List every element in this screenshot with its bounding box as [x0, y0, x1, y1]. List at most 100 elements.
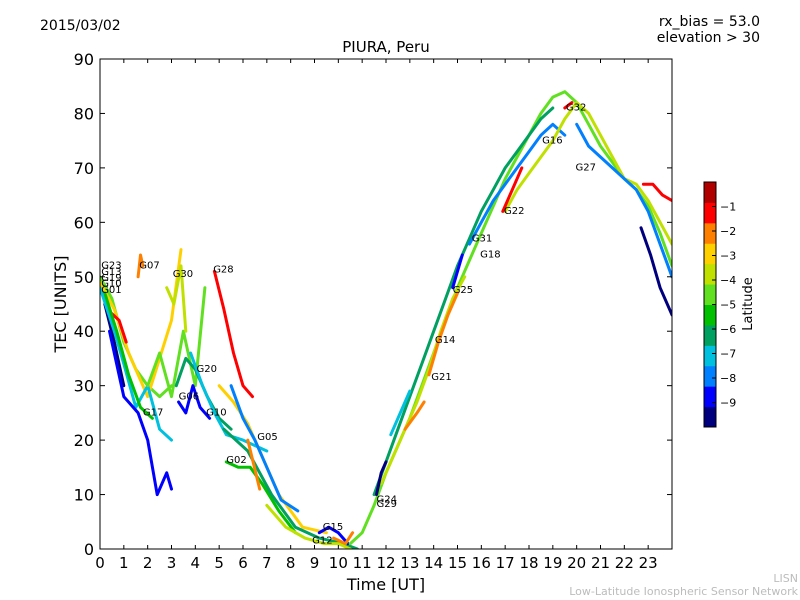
plot-axes: 0 1 2 3 4 5 6 7 8 9 10 11 12 13 14 15 16 17 18 19 20 21 22 2301…	[74, 50, 672, 572]
y-tick-label: 20	[74, 431, 94, 450]
tec-track-20	[317, 525, 350, 546]
y-tick-label: 10	[74, 486, 94, 505]
satellite-label: G27	[576, 163, 596, 174]
footer-brand: LISN	[773, 572, 798, 585]
x-tick-label: 19	[543, 554, 562, 572]
satellite-label: G16	[542, 135, 562, 146]
tec-track-29	[641, 182, 672, 203]
y-tick-label: 50	[74, 268, 94, 287]
satellite-label: G01	[101, 285, 121, 296]
colorbar-segment	[704, 284, 716, 305]
satellite-label: G17	[143, 408, 163, 419]
tec-track-25	[467, 122, 567, 246]
colorbar-segment	[704, 243, 716, 265]
x-tick-label: 15	[448, 554, 467, 572]
x-tick-label: 9	[310, 554, 320, 572]
y-tick-label: 60	[74, 213, 94, 232]
x-tick-label: 4	[191, 554, 201, 572]
satellite-label: G28	[213, 264, 233, 275]
tec-track-16	[229, 384, 300, 513]
receiver-info: rx_bias = 53.0 elevation > 30	[657, 14, 760, 46]
chart-title: PIURA, Peru	[342, 38, 430, 56]
satellite-label: G21	[431, 372, 451, 383]
plot-frame	[99, 58, 673, 550]
x-tick-label: 13	[400, 554, 419, 572]
colorbar-tick-label: −5	[720, 299, 736, 312]
satellite-label: G30	[173, 269, 193, 280]
x-tick-label: 0	[95, 554, 105, 572]
tec-track-19	[246, 438, 262, 491]
latitude-colorbar: −1 −2 −3 −4 −5 −6 −7 −8 −9	[703, 181, 736, 428]
rx-bias-label: rx_bias = 53.0	[658, 14, 760, 30]
satellite-label: G02	[226, 455, 246, 466]
colorbar-segment	[704, 386, 716, 408]
satellite-label: G14	[435, 335, 455, 346]
tec-track-23	[372, 106, 555, 497]
colorbar-segment	[704, 365, 716, 387]
x-tick-label: 3	[167, 554, 177, 572]
colorbar-tick-label: −3	[720, 250, 736, 263]
satellite-label: G29	[377, 499, 397, 510]
x-tick-label: 18	[519, 554, 538, 572]
x-tick-label: 2	[143, 554, 153, 572]
y-tick-label: 70	[74, 159, 94, 178]
tec-track-6	[108, 329, 173, 497]
satellite-label: G05	[257, 432, 277, 443]
x-axis-label: Time [UT]	[346, 575, 425, 594]
tec-track-36	[563, 101, 574, 110]
colorbar-segment	[704, 345, 716, 367]
satellite-label: G12	[312, 536, 332, 547]
satellite-label: G10	[101, 279, 121, 290]
x-tick-label: 17	[496, 554, 515, 572]
satellite-label: G23	[101, 261, 121, 272]
y-tick-label: 40	[74, 322, 94, 341]
colorbar-segment	[704, 263, 716, 285]
satellite-label: G32	[566, 103, 586, 114]
x-tick-label: 12	[376, 554, 395, 572]
x-tick-label: 7	[262, 554, 272, 572]
x-tick-label: 1	[119, 554, 129, 572]
tec-track-33	[375, 460, 388, 497]
tec-track-32	[501, 166, 524, 213]
tec-track-24	[379, 275, 467, 486]
x-tick-label: 11	[353, 554, 372, 572]
colorbar-tick-label: −6	[720, 323, 736, 336]
colorbar-tick-label: −7	[720, 348, 736, 361]
tec-track-34	[389, 389, 412, 437]
x-tick-label: 22	[615, 554, 634, 572]
colorbar-tick-label: −9	[720, 397, 736, 410]
x-tick-label: 16	[472, 554, 491, 572]
x-tick-label: 6	[238, 554, 248, 572]
satellite-label: G13	[101, 267, 121, 278]
tec-track-1	[100, 248, 183, 399]
elevation-label: elevation > 30	[656, 30, 760, 46]
satellite-label: G24	[377, 495, 397, 506]
x-tick-label: 23	[639, 554, 658, 572]
y-tick-label: 90	[74, 50, 94, 69]
x-tick-label: 10	[329, 554, 348, 572]
tec-track-12	[177, 384, 212, 420]
satellite-label: G20	[197, 364, 217, 375]
tec-track-28	[639, 226, 672, 317]
tec-track-10	[165, 264, 188, 333]
colorbar-segment	[704, 202, 716, 224]
satellite-label: G06	[179, 391, 199, 402]
tec-track-26	[503, 101, 672, 246]
tec-track-21	[332, 531, 355, 546]
colorbar-segment	[704, 324, 716, 346]
satellite-label: G18	[480, 250, 500, 261]
satellite-label: G15	[323, 522, 343, 533]
satellite-label: G25	[453, 285, 473, 296]
date-label: 2015/03/02	[40, 18, 121, 34]
x-tick-label: 14	[424, 554, 443, 572]
tec-track-7	[103, 291, 154, 420]
footer-network: Low-Latitude Ionospheric Sensor Network	[569, 585, 798, 598]
tec-track-5	[100, 286, 173, 442]
satellite-label: G22	[504, 206, 524, 217]
satellite-label: G19	[101, 273, 121, 284]
colorbar-label: Latitude	[741, 277, 756, 331]
colorbar-tick-label: −4	[720, 274, 736, 287]
colorbar-segment	[704, 222, 716, 244]
